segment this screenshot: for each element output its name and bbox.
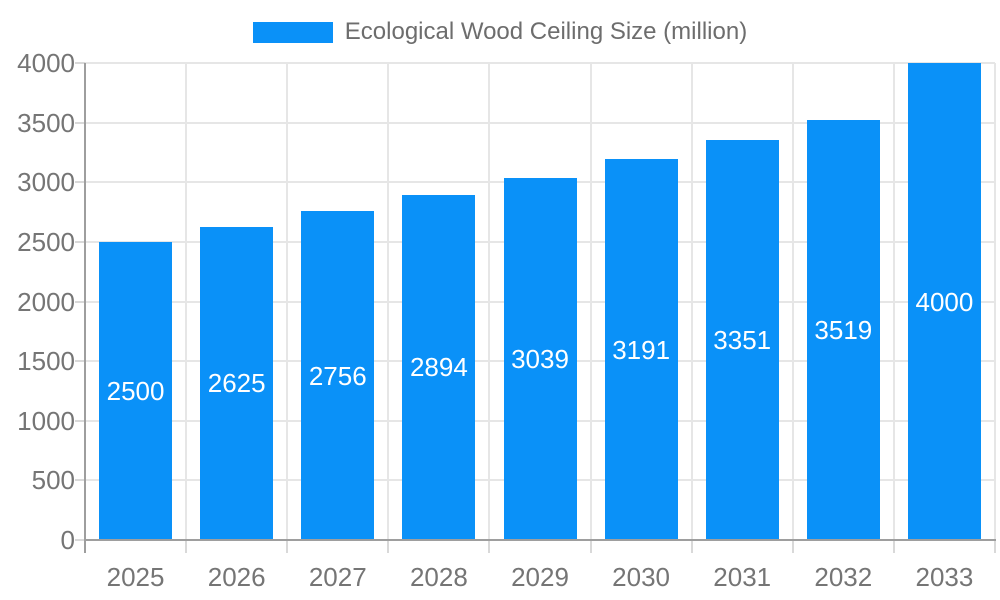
- gridline-horizontal: [85, 62, 995, 64]
- bar-2033[interactable]: 4000: [907, 63, 981, 540]
- x-axis-tick: [690, 540, 693, 553]
- y-axis-label: 0: [60, 525, 75, 555]
- y-axis-label: 1000: [17, 405, 75, 436]
- bar-value-label: 2756: [308, 360, 367, 391]
- y-axis-label: 500: [31, 465, 75, 496]
- bar-2025[interactable]: 2500: [99, 241, 173, 540]
- x-axis-tick: [994, 540, 996, 553]
- y-axis-tick: [75, 62, 85, 64]
- gridline-vertical: [387, 63, 390, 540]
- bar-2026[interactable]: 2625: [200, 226, 274, 540]
- x-axis-label: 2029: [511, 562, 569, 592]
- bar-2027[interactable]: 2756: [301, 211, 375, 540]
- y-axis-label: 2500: [17, 226, 75, 257]
- x-axis-tick: [892, 540, 895, 553]
- x-axis-label: 2031: [713, 562, 772, 592]
- x-axis-tick: [387, 540, 390, 553]
- y-axis-tick: [75, 539, 85, 541]
- bar-2028[interactable]: 2894: [402, 194, 476, 540]
- x-axis-tick: [791, 540, 794, 553]
- y-axis-label: 1500: [17, 346, 75, 377]
- x-axis-line: [84, 539, 996, 541]
- bar-value-label: 2894: [409, 352, 468, 383]
- x-axis-label: 2030: [612, 562, 671, 592]
- x-axis-label: 2025: [106, 562, 165, 592]
- y-axis-tick: [75, 360, 85, 363]
- bar-value-label: 2500: [106, 375, 165, 406]
- y-axis-tick: [75, 300, 85, 303]
- x-axis-tick: [286, 540, 289, 553]
- x-axis-label: 2027: [308, 562, 367, 592]
- gridline-horizontal: [85, 121, 995, 124]
- bar-value-label: 3519: [814, 315, 873, 346]
- x-axis-tick: [488, 540, 491, 553]
- y-axis-label: 2000: [17, 286, 75, 317]
- bar-value-label: 3191: [612, 334, 671, 365]
- bar-value-label: 2625: [207, 368, 266, 399]
- gridline-vertical: [589, 63, 592, 540]
- y-axis-tick: [75, 121, 85, 124]
- bar-value-label: 3039: [511, 343, 569, 374]
- bar-2031[interactable]: 3351: [705, 140, 779, 540]
- bar-2032[interactable]: 3519: [806, 120, 880, 540]
- gridline-vertical: [791, 63, 794, 540]
- gridline-vertical: [488, 63, 491, 540]
- y-axis-tick: [75, 479, 85, 482]
- y-axis-label: 4000: [17, 48, 75, 78]
- bar-2030[interactable]: 3191: [604, 159, 678, 540]
- x-axis-label: 2028: [409, 562, 468, 592]
- y-axis-tick: [75, 419, 85, 422]
- bar-2029[interactable]: 3039: [503, 177, 577, 540]
- x-axis-label: 2033: [915, 562, 974, 592]
- gridline-vertical: [994, 63, 996, 540]
- y-axis-line: [84, 63, 86, 553]
- legend-label: Ecological Wood Ceiling Size (million): [344, 18, 748, 45]
- y-axis-tick: [75, 181, 85, 184]
- legend-item[interactable]: Ecological Wood Ceiling Size (million): [0, 18, 1000, 46]
- gridline-vertical: [185, 63, 188, 540]
- bar-value-label: 3351: [713, 325, 772, 356]
- legend-swatch: [252, 21, 333, 43]
- bar-value-label: 4000: [915, 286, 974, 317]
- y-axis-label: 3500: [17, 107, 75, 138]
- gridline-vertical: [892, 63, 895, 540]
- gridline-vertical: [690, 63, 693, 540]
- y-axis-label: 3000: [17, 167, 75, 198]
- x-axis-label: 2026: [207, 562, 266, 592]
- x-axis-tick: [589, 540, 592, 553]
- x-axis-label: 2032: [814, 562, 873, 592]
- x-axis-tick: [185, 540, 188, 553]
- y-axis-tick: [75, 240, 85, 243]
- gridline-vertical: [286, 63, 289, 540]
